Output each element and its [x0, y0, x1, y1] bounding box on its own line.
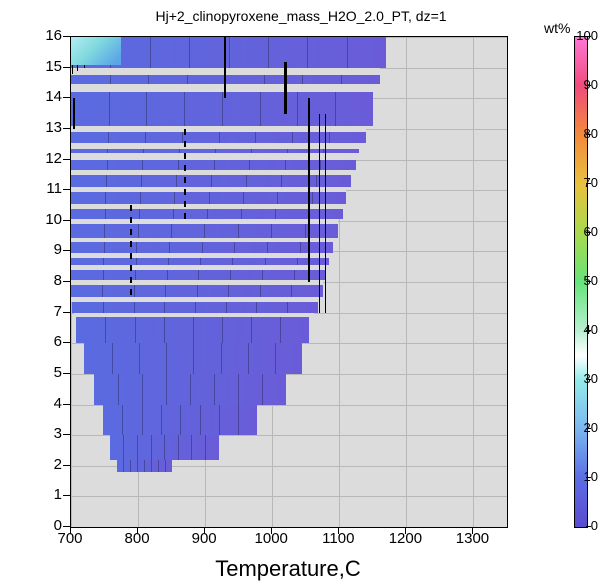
data-region	[71, 132, 366, 143]
contour-line	[325, 114, 326, 313]
data-region	[110, 435, 219, 460]
colorbar-tick-label: 10	[572, 469, 598, 484]
x-tick-label: 900	[184, 530, 224, 547]
y-tick-label: 6	[32, 333, 62, 350]
data-region	[84, 343, 302, 374]
data-region	[103, 405, 257, 436]
y-tick-label: 12	[32, 150, 62, 167]
colorbar-tick-label: 40	[572, 322, 598, 337]
colorbar-tick-label: 90	[572, 77, 598, 92]
data-region	[71, 92, 373, 126]
colorbar-tick-label: 0	[572, 518, 598, 533]
y-tick-label: 7	[32, 303, 62, 320]
y-tick-label: 4	[32, 395, 62, 412]
y-tick-label: 1	[32, 486, 62, 503]
chart-title: Hj+2_clinopyroxene_mass_H2O_2.0_PT, dz=1	[0, 8, 602, 24]
x-tick-label: 700	[50, 530, 90, 547]
data-region	[71, 258, 329, 266]
corner-highlight	[71, 37, 121, 65]
contour-line	[284, 62, 287, 114]
data-region	[94, 374, 285, 405]
data-region	[71, 270, 326, 281]
colorbar-tick-label: 80	[572, 126, 598, 141]
y-tick-label: 8	[32, 272, 62, 289]
contour-line	[224, 37, 226, 98]
x-tick-label: 1200	[385, 530, 425, 547]
y-tick-label: 3	[32, 425, 62, 442]
contour-line	[319, 114, 320, 313]
y-tick-label: 15	[32, 58, 62, 75]
data-region	[71, 209, 343, 220]
y-tick-label: 5	[32, 364, 62, 381]
x-tick-label: 1000	[251, 530, 291, 547]
data-region	[71, 192, 346, 204]
y-tick-label: 13	[32, 119, 62, 136]
contour-line	[184, 129, 186, 221]
data-region	[72, 302, 318, 313]
y-tick-label: 10	[32, 211, 62, 228]
x-tick-label: 1300	[452, 530, 492, 547]
x-axis-label: Temperature,C	[70, 556, 506, 582]
colorbar-title: wt%	[544, 20, 570, 36]
x-tick-label: 800	[117, 530, 157, 547]
data-region	[71, 224, 338, 238]
data-region	[71, 160, 356, 171]
contour-line	[130, 205, 132, 297]
y-tick-label: 9	[32, 241, 62, 258]
contour-line	[73, 98, 75, 129]
x-tick-label: 1100	[318, 530, 358, 547]
colorbar-tick-label: 30	[572, 371, 598, 386]
colorbar-tick-label: 60	[572, 224, 598, 239]
chart-container: Hj+2_clinopyroxene_mass_H2O_2.0_PT, dz=1…	[0, 0, 602, 587]
data-region	[76, 317, 309, 343]
y-tick-label: 16	[32, 27, 62, 44]
y-tick-label: 14	[32, 88, 62, 105]
data-region	[71, 242, 333, 253]
y-tick-label: 2	[32, 456, 62, 473]
contour-line	[308, 98, 310, 282]
colorbar-tick-label: 70	[572, 175, 598, 190]
colorbar-tick-label: 20	[572, 420, 598, 435]
data-region	[117, 460, 172, 472]
plot-area	[70, 36, 508, 528]
colorbar-tick-label: 100	[572, 28, 598, 43]
y-tick-label: 11	[32, 180, 62, 197]
data-region	[71, 285, 323, 297]
colorbar-tick-label: 50	[572, 273, 598, 288]
